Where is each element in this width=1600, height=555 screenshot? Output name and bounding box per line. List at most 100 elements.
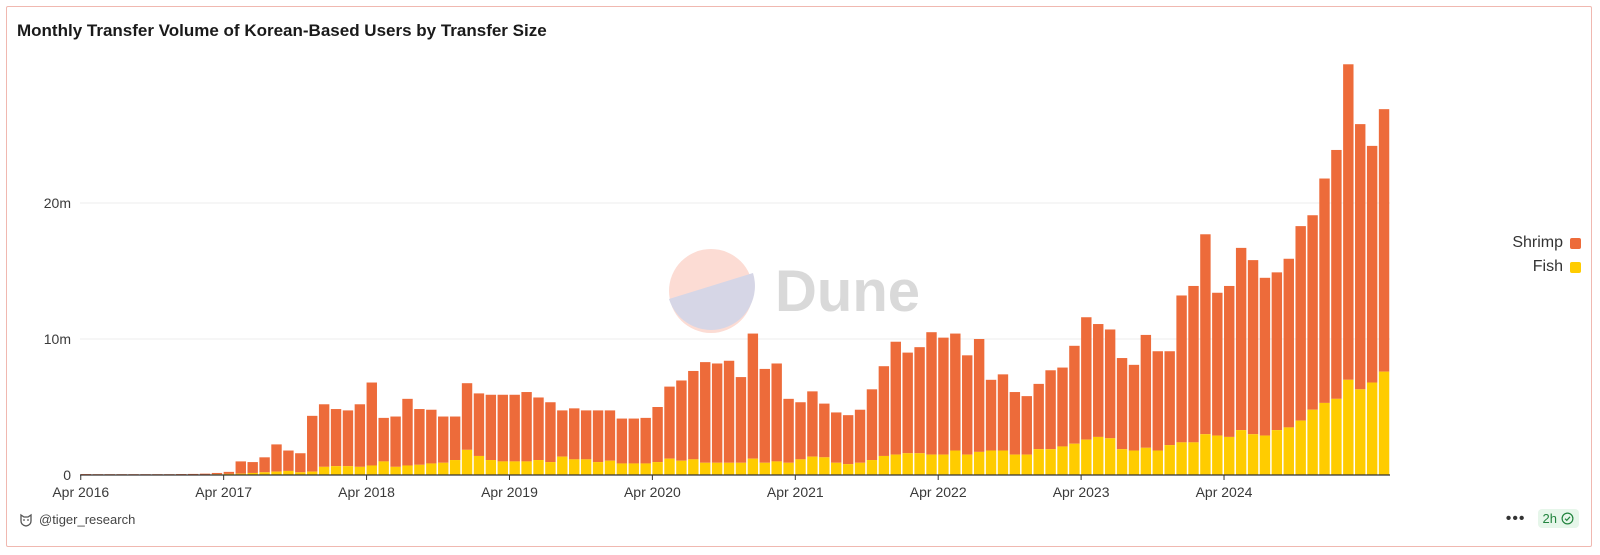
bar-fish[interactable] [914,453,925,475]
bar-shrimp[interactable] [580,410,592,460]
bar-fish[interactable] [438,462,449,475]
bar-fish[interactable] [485,460,497,475]
bar-fish[interactable] [997,450,1009,475]
bar-shrimp[interactable] [271,444,282,472]
bar-fish[interactable] [1307,409,1318,475]
bar-shrimp[interactable] [1009,392,1021,455]
bar-shrimp[interactable] [914,347,925,454]
bar-fish[interactable] [1164,445,1175,475]
bar-fish[interactable] [854,462,866,475]
bar-fish[interactable] [735,462,747,475]
bar-fish[interactable] [378,461,389,475]
bar-shrimp[interactable] [664,386,675,459]
bar-fish[interactable] [759,462,770,475]
bar-shrimp[interactable] [842,415,854,465]
bar-fish[interactable] [890,454,901,475]
bar-shrimp[interactable] [962,355,973,455]
bar-fish[interactable] [247,472,258,475]
bar-fish[interactable] [700,462,711,475]
bar-fish[interactable] [473,455,485,475]
bar-shrimp[interactable] [1224,285,1235,437]
bar-fish[interactable] [533,460,544,475]
bar-shrimp[interactable] [187,473,199,475]
bar-shrimp[interactable] [1104,329,1116,439]
bar-shrimp[interactable] [176,474,187,475]
bar-fish[interactable] [926,454,937,475]
bar-fish[interactable] [1104,438,1116,475]
bar-fish[interactable] [271,471,282,475]
bar-shrimp[interactable] [1212,292,1223,436]
bar-shrimp[interactable] [342,410,354,467]
bar-shrimp[interactable] [866,389,878,461]
bar-shrimp[interactable] [676,380,687,461]
bar-fish[interactable] [330,466,342,475]
bar-fish[interactable] [1081,439,1092,475]
bar-fish[interactable] [461,449,473,475]
bar-shrimp[interactable] [1045,370,1056,450]
bar-shrimp[interactable] [926,332,937,455]
bar-shrimp[interactable] [259,457,270,473]
bar-fish[interactable] [723,462,735,475]
bar-shrimp[interactable] [1378,109,1390,372]
bar-fish[interactable] [1271,430,1283,475]
bar-shrimp[interactable] [652,407,663,463]
bar-shrimp[interactable] [354,404,366,467]
bar-shrimp[interactable] [950,333,961,451]
bar-shrimp[interactable] [902,352,913,454]
bar-fish[interactable] [1366,382,1378,475]
bar-fish[interactable] [283,470,294,475]
bar-fish[interactable] [831,462,842,475]
bar-shrimp[interactable] [1271,272,1283,431]
bar-shrimp[interactable] [807,391,818,457]
bar-fish[interactable] [259,472,270,475]
bar-shrimp[interactable] [438,416,449,463]
bar-fish[interactable] [545,462,556,475]
bar-shrimp[interactable] [247,462,258,473]
bar-shrimp[interactable] [414,409,425,465]
bar-fish[interactable] [652,462,663,475]
bar-shrimp[interactable] [330,409,342,467]
bar-fish[interactable] [580,459,592,475]
bar-shrimp[interactable] [1307,215,1318,410]
bar-shrimp[interactable] [985,379,997,451]
bar-shrimp[interactable] [700,362,711,463]
bar-shrimp[interactable] [1319,178,1330,403]
bar-fish[interactable] [557,456,568,475]
bar-fish[interactable] [509,461,520,475]
refresh-badge[interactable]: 2h [1537,509,1579,528]
bar-fish[interactable] [354,466,366,475]
bar-shrimp[interactable] [1188,285,1199,443]
bar-fish[interactable] [1235,430,1247,475]
bar-fish[interactable] [414,464,425,475]
bar-shrimp[interactable] [557,410,568,457]
bar-shrimp[interactable] [1331,149,1342,399]
more-options-icon[interactable]: ••• [1505,509,1526,527]
bar-shrimp[interactable] [890,341,901,455]
bar-fish[interactable] [1176,442,1187,475]
bar-shrimp[interactable] [1057,367,1068,447]
bar-shrimp[interactable] [1081,317,1092,440]
bar-shrimp[interactable] [307,415,318,472]
bar-fish[interactable] [449,460,461,475]
bar-fish[interactable] [390,466,401,475]
bar-fish[interactable] [640,463,651,475]
bar-fish[interactable] [604,460,616,475]
bar-shrimp[interactable] [1200,234,1211,435]
bar-fish[interactable] [1021,454,1032,475]
bar-shrimp[interactable] [223,471,235,474]
bar-shrimp[interactable] [390,416,401,467]
bar-shrimp[interactable] [604,410,616,461]
bar-shrimp[interactable] [759,368,770,463]
bar-shrimp[interactable] [997,374,1009,451]
bar-fish[interactable] [676,460,687,475]
bar-fish[interactable] [1343,379,1354,475]
bar-shrimp[interactable] [1152,351,1163,451]
bar-fish[interactable] [1069,443,1080,475]
bar-fish[interactable] [497,461,508,475]
bar-shrimp[interactable] [1259,277,1271,436]
bar-shrimp[interactable] [378,417,389,462]
bar-fish[interactable] [1331,398,1342,475]
bar-shrimp[interactable] [973,339,985,452]
bar-shrimp[interactable] [831,412,842,463]
bar-fish[interactable] [1152,450,1163,475]
